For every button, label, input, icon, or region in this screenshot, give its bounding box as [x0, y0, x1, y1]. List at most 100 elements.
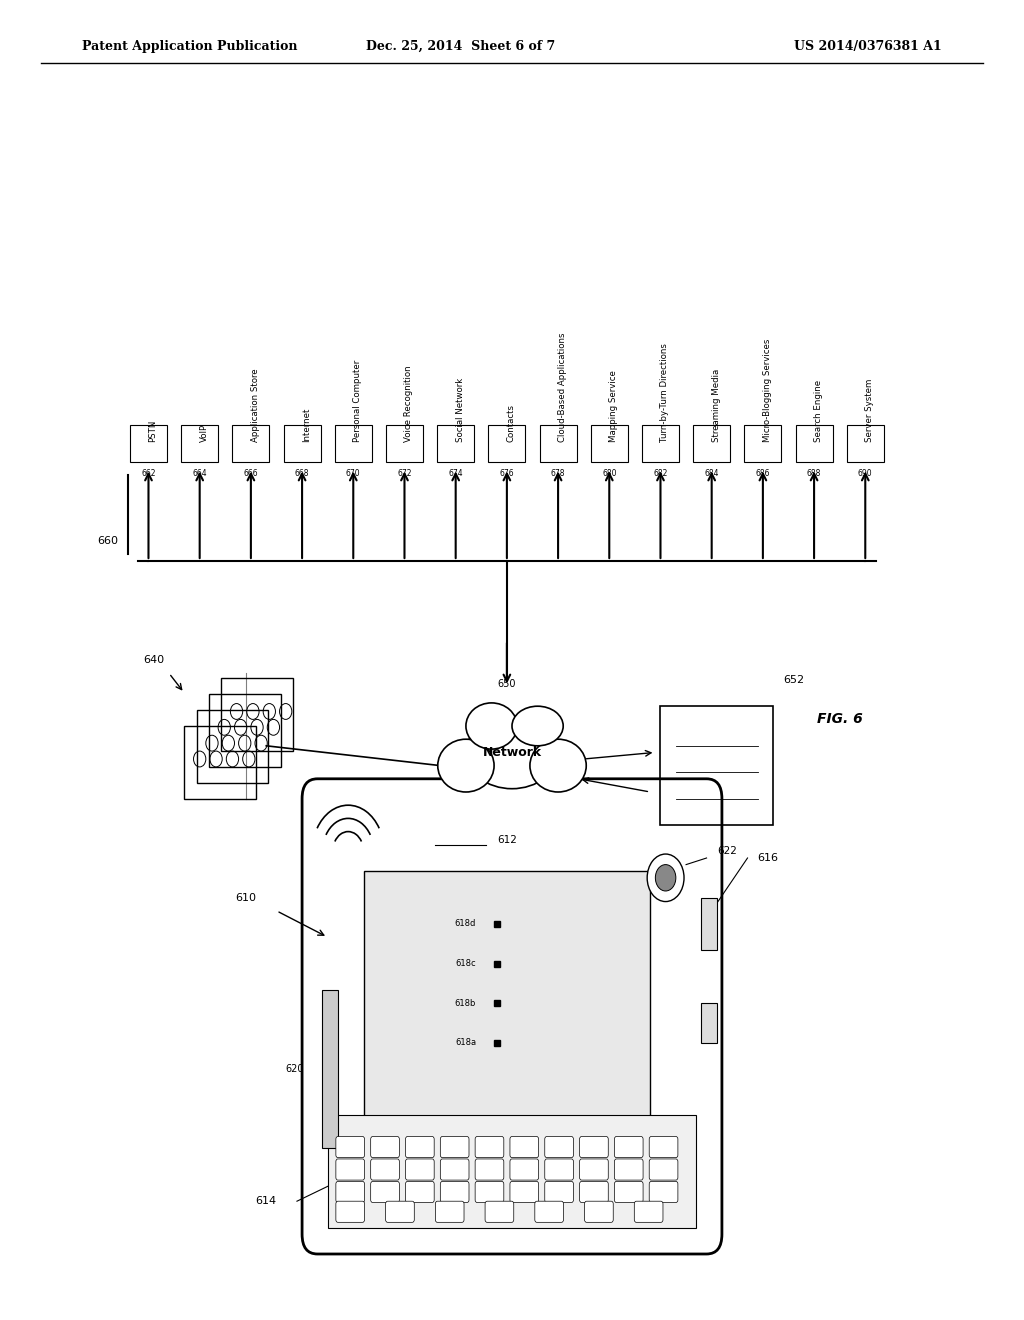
FancyBboxPatch shape	[614, 1181, 643, 1203]
Text: Application Store: Application Store	[251, 368, 260, 442]
Bar	[660, 706, 773, 825]
Text: 678: 678	[551, 469, 565, 478]
FancyBboxPatch shape	[371, 1181, 399, 1203]
Text: Patent Application Publication: Patent Application Publication	[82, 40, 297, 53]
Text: Internet: Internet	[302, 408, 311, 442]
FancyBboxPatch shape	[614, 1137, 643, 1158]
FancyBboxPatch shape	[336, 1137, 365, 1158]
Text: 622: 622	[717, 846, 737, 857]
Bar	[335, 425, 372, 462]
Bar	[322, 990, 338, 1148]
FancyBboxPatch shape	[440, 1181, 469, 1203]
Text: Dec. 25, 2014  Sheet 6 of 7: Dec. 25, 2014 Sheet 6 of 7	[367, 40, 555, 53]
Bar	[796, 425, 833, 462]
FancyBboxPatch shape	[585, 1201, 613, 1222]
FancyBboxPatch shape	[510, 1181, 539, 1203]
Bar	[284, 425, 321, 462]
FancyBboxPatch shape	[440, 1137, 469, 1158]
Ellipse shape	[466, 702, 517, 750]
Text: 662: 662	[141, 469, 156, 478]
Bar	[693, 425, 730, 462]
Bar	[197, 710, 268, 783]
Bar	[701, 898, 717, 950]
Bar	[209, 694, 281, 767]
Text: 618a: 618a	[455, 1039, 476, 1047]
Circle shape	[647, 854, 684, 902]
Bar	[701, 1003, 717, 1043]
FancyBboxPatch shape	[371, 1137, 399, 1158]
Text: Search Engine: Search Engine	[814, 380, 823, 442]
Text: Streaming Media: Streaming Media	[712, 370, 721, 442]
Bar	[181, 425, 218, 462]
Text: 690: 690	[858, 469, 872, 478]
Bar	[642, 425, 679, 462]
Text: 618b: 618b	[455, 999, 476, 1007]
Text: 640: 640	[143, 655, 164, 665]
Text: Contacts: Contacts	[507, 404, 516, 442]
FancyBboxPatch shape	[475, 1137, 504, 1158]
Text: 660: 660	[97, 536, 118, 546]
Bar	[130, 425, 167, 462]
FancyBboxPatch shape	[336, 1159, 365, 1180]
FancyBboxPatch shape	[580, 1181, 608, 1203]
Bar	[386, 425, 423, 462]
Bar	[847, 425, 884, 462]
Bar	[364, 871, 650, 1135]
FancyBboxPatch shape	[485, 1201, 514, 1222]
FancyBboxPatch shape	[440, 1159, 469, 1180]
Bar	[328, 1115, 696, 1228]
FancyBboxPatch shape	[545, 1159, 573, 1180]
Circle shape	[655, 865, 676, 891]
FancyBboxPatch shape	[406, 1181, 434, 1203]
FancyBboxPatch shape	[302, 779, 722, 1254]
FancyBboxPatch shape	[435, 1201, 464, 1222]
FancyBboxPatch shape	[545, 1181, 573, 1203]
Text: 616: 616	[758, 853, 778, 863]
Ellipse shape	[512, 706, 563, 746]
Text: VoIP: VoIP	[200, 424, 209, 442]
FancyBboxPatch shape	[545, 1137, 573, 1158]
Text: Voice Recognition: Voice Recognition	[404, 366, 414, 442]
Text: US 2014/0376381 A1: US 2014/0376381 A1	[795, 40, 942, 53]
FancyBboxPatch shape	[386, 1201, 415, 1222]
Text: Turn-by-Turn Directions: Turn-by-Turn Directions	[660, 343, 670, 442]
Text: Server System: Server System	[865, 379, 874, 442]
Text: PSTN: PSTN	[148, 420, 158, 442]
FancyBboxPatch shape	[510, 1137, 539, 1158]
FancyBboxPatch shape	[649, 1137, 678, 1158]
Text: 614: 614	[256, 1196, 276, 1206]
Text: Cloud-Based Applications: Cloud-Based Applications	[558, 333, 567, 442]
Ellipse shape	[438, 739, 495, 792]
FancyBboxPatch shape	[510, 1159, 539, 1180]
FancyBboxPatch shape	[649, 1159, 678, 1180]
FancyBboxPatch shape	[614, 1159, 643, 1180]
Text: 620: 620	[286, 1064, 304, 1074]
Text: Network: Network	[482, 746, 542, 759]
Text: 676: 676	[500, 469, 514, 478]
Text: 666: 666	[244, 469, 258, 478]
Text: 618c: 618c	[456, 960, 476, 968]
Ellipse shape	[466, 715, 558, 788]
Bar	[232, 425, 269, 462]
FancyBboxPatch shape	[649, 1181, 678, 1203]
Text: 682: 682	[653, 469, 668, 478]
Text: 664: 664	[193, 469, 207, 478]
Text: 688: 688	[807, 469, 821, 478]
Text: 686: 686	[756, 469, 770, 478]
Bar	[540, 425, 577, 462]
Text: 672: 672	[397, 469, 412, 478]
Text: 652: 652	[783, 675, 804, 685]
Text: Personal Computer: Personal Computer	[353, 360, 362, 442]
FancyBboxPatch shape	[406, 1137, 434, 1158]
FancyBboxPatch shape	[475, 1181, 504, 1203]
Text: 618d: 618d	[455, 920, 476, 928]
FancyBboxPatch shape	[336, 1201, 365, 1222]
Text: 650: 650	[498, 678, 516, 689]
FancyBboxPatch shape	[406, 1159, 434, 1180]
Text: 612: 612	[497, 834, 517, 845]
Bar	[744, 425, 781, 462]
Text: 670: 670	[346, 469, 360, 478]
Bar	[184, 726, 256, 799]
Text: Mapping Service: Mapping Service	[609, 371, 618, 442]
Text: 680: 680	[602, 469, 616, 478]
